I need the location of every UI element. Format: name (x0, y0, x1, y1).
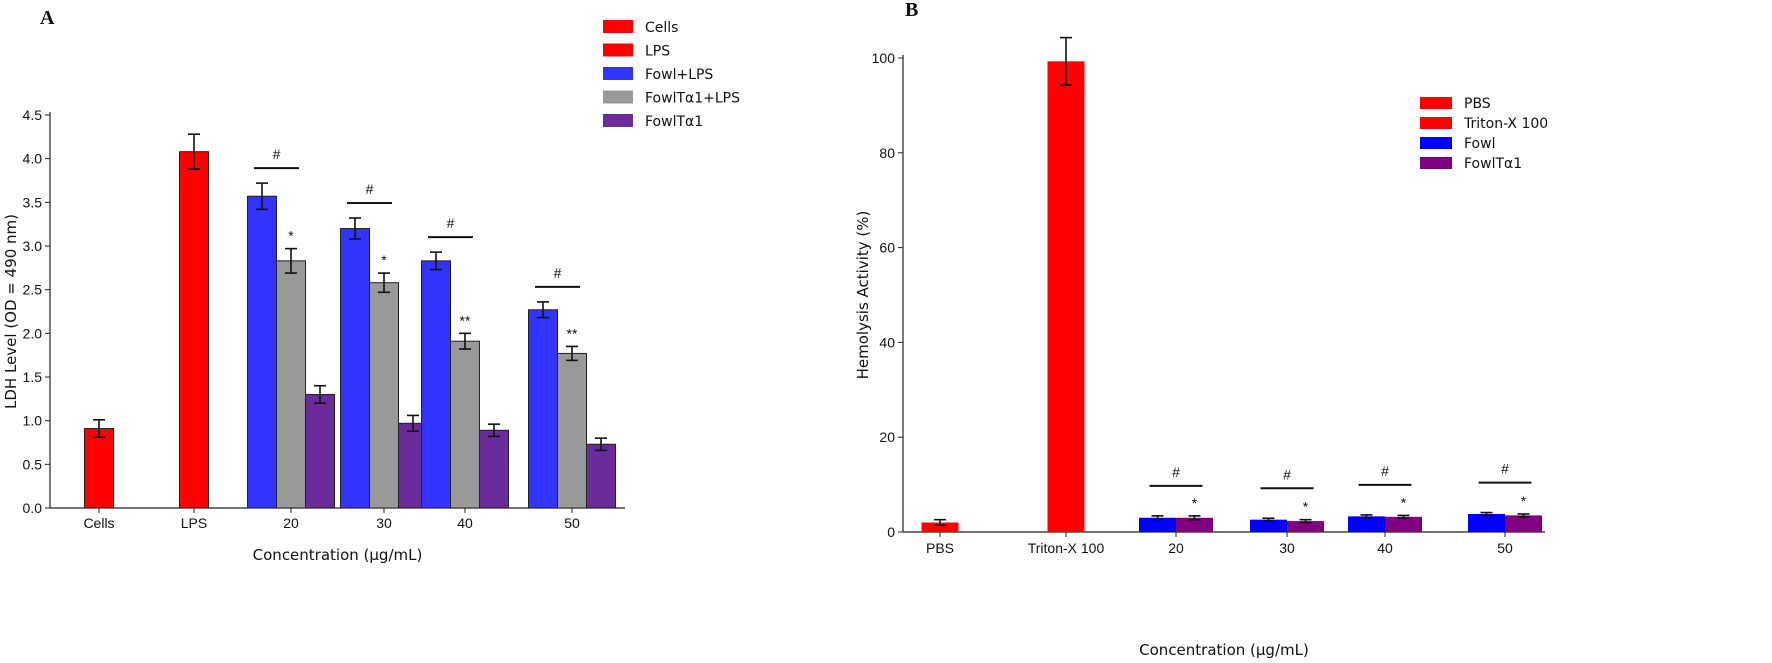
x-tick-label: 40 (457, 515, 473, 531)
chart-panel-a: A 0.0 0.5 1.0 1.5 2.0 2.5 3.0 3.5 4.0 4.5 Cells LPS 2… (2, 7, 740, 564)
y-tick-label: 2.5 (23, 282, 43, 298)
bar-fowl-lps-20 (247, 195, 277, 509)
legend-label: PBS (1464, 96, 1491, 112)
bar-fowl-30 (1250, 519, 1287, 532)
bar-lps-lps (179, 151, 209, 509)
y-tick-label: 20 (879, 429, 895, 445)
x-tick-label: 50 (1497, 540, 1513, 556)
legend-label: Fowl+LPS (645, 67, 713, 83)
y-tick-label: 80 (879, 145, 895, 161)
x-axis-label: Concentration (μg/mL) (1139, 641, 1309, 659)
x-tick-label: LPS (181, 515, 207, 531)
y-tick-label: 40 (879, 334, 895, 350)
x-tick-label: 40 (1377, 540, 1393, 556)
y-axis-label: LDH Level (OD = 490 nm) (2, 214, 20, 409)
bar-fowlt-1-20 (305, 393, 335, 509)
significance-hash: # (366, 181, 374, 197)
legend-label: LPS (645, 44, 670, 60)
y-tick-label: 1.5 (23, 369, 43, 385)
bar-fowlt-1-lps-40 (450, 340, 480, 509)
significance-star: * (1303, 499, 1309, 515)
bar-fowl-lps-40 (421, 260, 451, 509)
bar-fowl-lps-50 (528, 309, 558, 509)
significance-hash: # (273, 146, 281, 162)
legend-swatch-0 (1420, 97, 1452, 109)
x-tick-label: 30 (376, 515, 392, 531)
legend-swatch-3 (603, 90, 633, 104)
panel-label: B (905, 0, 918, 21)
x-tick-label: 30 (1279, 540, 1295, 556)
bar-fowlt-1-lps-50 (557, 352, 587, 509)
y-tick-label: 0 (887, 524, 895, 540)
bar-fowl-20 (1139, 517, 1176, 532)
bar-fowl-lps-30 (340, 228, 370, 509)
legend-label: Triton-X 100 (1463, 116, 1548, 132)
y-axis-label: Hemolysis Activity (%) (854, 211, 872, 380)
x-tick-label: 20 (1168, 540, 1184, 556)
y-tick-label: 3.0 (23, 238, 43, 254)
significance-hash: # (447, 215, 455, 231)
y-tick-label: 4.0 (23, 151, 43, 167)
legend-swatch-4 (603, 114, 633, 127)
legend-swatch-1 (1420, 117, 1452, 129)
legend-label: Fowl (1464, 136, 1495, 152)
y-tick-label: 1.0 (23, 413, 43, 429)
bar-fowlt-1-lps-30 (369, 282, 399, 509)
significance-hash: # (1283, 466, 1291, 482)
significance-hash: # (1381, 463, 1389, 479)
y-tick-label: 2.0 (23, 325, 43, 341)
x-tick-label: Cells (83, 515, 114, 531)
significance-star: * (1401, 494, 1407, 510)
x-tick-label: 20 (283, 515, 299, 531)
legend-swatch-2 (1420, 137, 1452, 149)
y-tick-label: 60 (879, 240, 895, 256)
legend-label: FowlTα1+LPS (645, 91, 740, 107)
significance-star: * (381, 252, 387, 268)
bar-pbs-pbs (921, 522, 959, 532)
legend-swatch-3 (1420, 157, 1452, 169)
x-tick-label: 50 (564, 515, 580, 531)
significance-star: * (1521, 493, 1527, 509)
y-tick-label: 100 (872, 50, 896, 66)
bar-fowlt-1-50 (1505, 515, 1542, 532)
legend-label: Cells (645, 20, 678, 36)
y-tick-label: 4.5 (23, 107, 43, 123)
bar-triton-x-100-triton-x-100 (1047, 61, 1085, 533)
bar-fowlt-1-30 (1287, 521, 1324, 532)
significance-hash: # (1501, 461, 1509, 477)
significance-hash: # (554, 265, 562, 281)
significance-star: * (1192, 495, 1198, 511)
legend-swatch-0 (603, 20, 633, 33)
x-axis-label: Concentration (μg/mL) (253, 546, 423, 564)
significance-star: ** (567, 325, 578, 341)
bar-fowlt-1-40 (479, 429, 509, 509)
legend-swatch-1 (603, 43, 633, 57)
x-tick-label: Triton-X 100 (1028, 540, 1105, 556)
bar-fowl-40 (1348, 516, 1385, 532)
bar-fowlt-1-lps-20 (276, 260, 306, 509)
significance-hash: # (1172, 464, 1180, 480)
legend-swatch-2 (603, 67, 633, 80)
significance-star: ** (460, 312, 471, 328)
bar-fowlt-1-40 (1385, 516, 1422, 532)
y-tick-label: 0.5 (23, 456, 43, 472)
y-tick-label: 3.5 (23, 194, 43, 210)
panel-label: A (40, 7, 55, 29)
legend-label: FowlTα1 (645, 114, 703, 130)
bar-cells-cells (84, 428, 114, 509)
bar-fowl-50 (1468, 513, 1505, 532)
chart-panel-b: B 0 20 40 60 80 100 PBS Triton-X 100 20 30 40 50 Conc… (854, 0, 1548, 659)
bar-fowlt-1-50 (586, 443, 616, 509)
legend-label: FowlTα1 (1464, 156, 1522, 172)
bar-fowlt-1-20 (1176, 517, 1213, 532)
x-tick-label: PBS (926, 540, 954, 556)
y-tick-label: 0.0 (23, 500, 43, 516)
significance-star: * (288, 228, 294, 244)
